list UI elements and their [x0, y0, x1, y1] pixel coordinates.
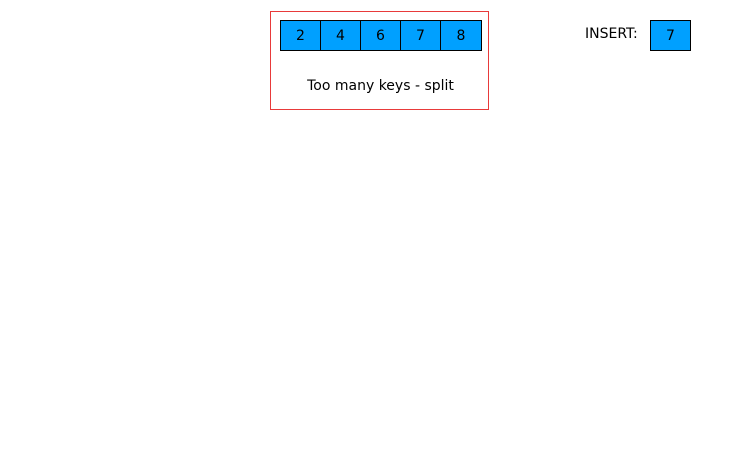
insert-label: INSERT:: [585, 26, 638, 42]
node-key: 4: [321, 21, 361, 50]
status-message: Too many keys - split: [307, 78, 454, 94]
btree-node: 2 4 6 7 8: [280, 20, 482, 51]
node-key: 7: [401, 21, 441, 50]
node-key: 2: [281, 21, 321, 50]
insert-key: 7: [650, 20, 691, 51]
split-highlight-box: [270, 11, 489, 110]
node-key: 6: [361, 21, 401, 50]
node-key: 8: [441, 21, 481, 50]
